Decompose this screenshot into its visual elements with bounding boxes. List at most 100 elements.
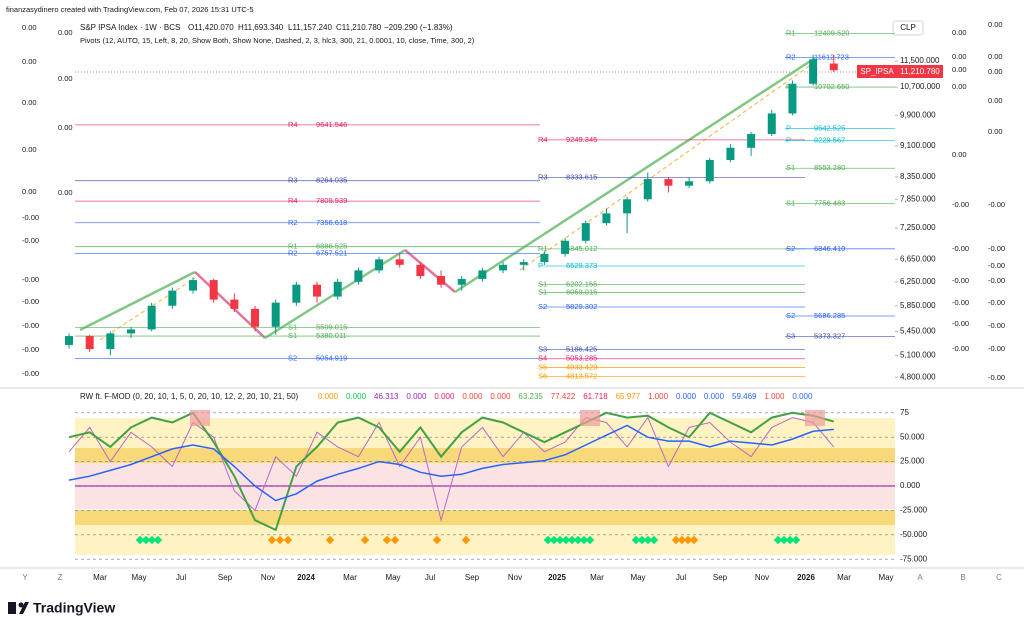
pivot-value: 5054.919 (316, 354, 347, 363)
scale-label: 0.00 (22, 57, 37, 66)
pivot-value: 9542.525 (814, 124, 845, 133)
pivot-name: S1 (538, 287, 547, 296)
y-tick-label: 8,350.000 (900, 172, 936, 181)
scale-label: -0.00 (22, 275, 39, 284)
candle-body (313, 284, 322, 297)
pivot-name: R3 (288, 176, 298, 185)
pivot-name: R4 (288, 120, 298, 129)
indicator-value: 46.313 (374, 392, 399, 401)
scale-label: -0.00 (988, 373, 1005, 382)
pivot-name: R4 (288, 196, 298, 205)
pivot-value: 11612.723 (814, 52, 849, 61)
pivot-name: S1 (288, 322, 297, 331)
trend-dashed (99, 277, 196, 341)
signal-green (631, 535, 641, 545)
y-tick-label: 6,650.000 (900, 254, 936, 263)
signal-green (585, 535, 595, 545)
scale-label: 0.00 (952, 150, 967, 159)
x-tick-label: May (131, 573, 146, 582)
pivot-value: 9229.567 (814, 136, 845, 145)
x-tick-label: Mar (837, 573, 851, 582)
scale-label: 0.00 (952, 28, 967, 37)
scale-label: 0.00 (58, 28, 73, 37)
x-tick-label: Mar (343, 573, 357, 582)
y-tick-label: 6,250.000 (900, 277, 936, 286)
candle-body (643, 179, 652, 200)
candle-body (230, 299, 239, 309)
candle-body (705, 159, 714, 182)
pivot-value: 6886.525 (316, 242, 347, 251)
pivot-name: S4 (538, 354, 547, 363)
pivot-name: R2 (786, 52, 796, 61)
corner-label: Y (22, 573, 28, 582)
trend-down (404, 249, 456, 293)
scale-label: 0.00 (58, 74, 73, 83)
pivot-value: 4933.429 (566, 362, 597, 371)
candle-body (209, 280, 218, 300)
pivot-value: 9249.345 (566, 135, 597, 144)
indicator-value: 63.235 (518, 392, 543, 401)
y-tick-label: -75.000 (900, 554, 928, 563)
scale-label: 0.00 (58, 123, 73, 132)
candle-body (602, 213, 611, 224)
candle-body (251, 308, 260, 327)
y-tick-label: 5,850.000 (900, 301, 936, 310)
indicator-line (68, 424, 834, 502)
scale-label: 0.00 (58, 188, 73, 197)
pivot-name: S3 (786, 332, 795, 341)
pivot-name: P (786, 136, 791, 145)
indicator-value: 0.000 (792, 392, 813, 401)
pivot-name: R1 (786, 28, 796, 37)
y-tick-label: 10,700.000 (900, 82, 941, 91)
candle-body (85, 336, 94, 350)
indicator-value: 0.000 (676, 392, 697, 401)
currency-box[interactable] (892, 20, 924, 36)
signal-green (567, 535, 577, 545)
y-tick-label: 9,900.000 (900, 110, 936, 119)
x-tick-label: Nov (261, 573, 275, 582)
candle-body (685, 181, 694, 186)
pivot-name: P (786, 124, 791, 133)
x-tick-label: 2025 (548, 573, 566, 582)
signal-green (773, 535, 783, 545)
symbol: S&P IPSA Index · 1W · BCS (80, 23, 180, 32)
signal-green (555, 535, 565, 545)
candle-body (478, 270, 487, 279)
price-tag-box (897, 65, 943, 78)
pivot-name: S3 (538, 344, 547, 353)
scale-label: 0.00 (952, 82, 967, 91)
scale-label: -0.00 (988, 298, 1005, 307)
signal-box (805, 410, 825, 426)
signal-orange (360, 535, 370, 545)
footer-logo: TradingView (8, 600, 115, 616)
ohlc-high: H11,693.340 (238, 23, 284, 32)
scale-label: 0.00 (22, 23, 37, 32)
corner-label: A (917, 573, 923, 582)
candle-body (127, 329, 136, 334)
x-tick-label: Jul (676, 573, 686, 582)
signal-orange (283, 535, 293, 545)
pivot-value: 5186.425 (566, 344, 597, 353)
scale-label: -0.00 (22, 369, 39, 378)
candle-body (788, 83, 797, 114)
candle-body (437, 276, 446, 285)
y-tick-label: 5,450.000 (900, 327, 936, 336)
pivot-value: 5509.015 (316, 322, 347, 331)
candle-body (106, 333, 115, 350)
currency[interactable]: CLP (900, 23, 916, 32)
y-tick-label: 9,100.000 (900, 141, 936, 150)
candle-body (395, 259, 404, 265)
indicator-value: 0.000 (406, 392, 427, 401)
pivot-name: S1 (288, 331, 297, 340)
corner-label: B (960, 573, 965, 582)
band (75, 525, 895, 555)
candle-body (168, 290, 177, 306)
signal-green (543, 535, 553, 545)
pivot-value: 7809.939 (316, 196, 347, 205)
scale-label: -0.00 (22, 236, 39, 245)
scale-label: -0.00 (952, 319, 969, 328)
trend-up (79, 270, 196, 332)
scale-label: -0.00 (988, 321, 1005, 330)
indicator-value: 65.977 (616, 392, 641, 401)
signal-green (549, 535, 559, 545)
